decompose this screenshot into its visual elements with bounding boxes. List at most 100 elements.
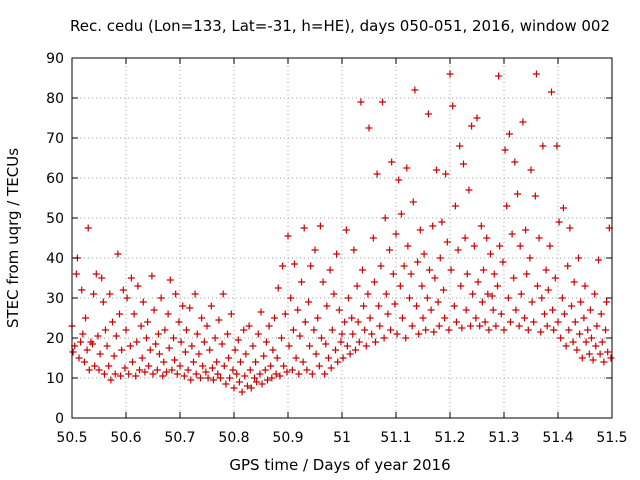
- data-point: [442, 170, 450, 178]
- data-point: [458, 324, 466, 332]
- data-point: [306, 342, 314, 350]
- data-point: [430, 328, 438, 336]
- data-point: [330, 290, 338, 298]
- y-tick-label: 60: [46, 171, 64, 187]
- data-point: [549, 306, 557, 314]
- data-point: [176, 362, 184, 370]
- data-point: [230, 384, 238, 392]
- data-point: [289, 326, 297, 334]
- data-point: [570, 278, 578, 286]
- data-point: [301, 318, 309, 326]
- data-point: [177, 338, 185, 346]
- data-point: [379, 98, 386, 106]
- data-point: [323, 302, 331, 310]
- data-point: [499, 258, 507, 266]
- y-tick-label: 90: [46, 51, 64, 67]
- data-point: [141, 368, 149, 376]
- data-point: [346, 350, 354, 358]
- data-point: [576, 330, 584, 338]
- data-point: [321, 370, 329, 378]
- data-point: [352, 346, 359, 354]
- data-point: [554, 318, 562, 326]
- data-point: [575, 254, 583, 262]
- data-point: [551, 274, 559, 282]
- data-point: [362, 342, 370, 350]
- data-point: [532, 70, 540, 78]
- data-point: [434, 298, 442, 306]
- data-point: [95, 366, 103, 374]
- data-point: [521, 314, 529, 322]
- data-point: [90, 290, 98, 298]
- data-point: [170, 334, 178, 342]
- data-point: [99, 298, 107, 306]
- y-tick-label: 20: [46, 331, 64, 347]
- data-point: [560, 310, 568, 318]
- data-point: [600, 358, 608, 366]
- data-point: [450, 302, 458, 310]
- data-point: [369, 234, 377, 242]
- data-point: [209, 376, 217, 384]
- data-point: [348, 314, 356, 322]
- data-point: [94, 332, 102, 340]
- data-point: [454, 246, 462, 254]
- data-point: [490, 270, 498, 278]
- data-point: [511, 158, 519, 166]
- data-point: [193, 330, 201, 338]
- data-point: [163, 368, 170, 376]
- data-point: [231, 346, 239, 354]
- data-point: [258, 380, 266, 388]
- data-point: [375, 302, 383, 310]
- y-tick-label: 50: [46, 211, 64, 227]
- data-point: [382, 290, 390, 298]
- data-point: [406, 294, 413, 302]
- data-point: [571, 318, 579, 326]
- data-point: [337, 338, 345, 346]
- data-point: [544, 286, 552, 294]
- data-point: [222, 380, 230, 388]
- data-point: [581, 282, 589, 290]
- data-point: [130, 310, 138, 318]
- data-point: [597, 310, 605, 318]
- data-point: [435, 322, 443, 330]
- data-point: [127, 274, 135, 282]
- data-point: [538, 294, 546, 302]
- data-point: [272, 370, 280, 378]
- data-point: [339, 354, 347, 362]
- data-point: [376, 322, 384, 330]
- data-point: [365, 124, 373, 132]
- data-point: [395, 176, 403, 184]
- data-point: [101, 326, 109, 334]
- data-point: [537, 328, 545, 336]
- data-point: [143, 334, 151, 342]
- data-point: [497, 310, 505, 318]
- data-point: [179, 302, 187, 310]
- data-point: [380, 334, 388, 342]
- x-tick-label: 51.1: [380, 430, 411, 446]
- data-point: [146, 346, 154, 354]
- data-point: [414, 258, 422, 266]
- data-point: [559, 204, 567, 212]
- x-tick-label: 50.6: [110, 430, 141, 446]
- data-point: [300, 224, 308, 232]
- data-point: [203, 322, 211, 330]
- data-point: [396, 282, 404, 290]
- data-point: [341, 318, 349, 326]
- data-point: [168, 366, 176, 374]
- data-point: [479, 266, 487, 274]
- data-point: [592, 342, 600, 350]
- data-point: [220, 362, 228, 370]
- data-point: [531, 192, 539, 200]
- data-point: [371, 338, 379, 346]
- data-point: [96, 350, 104, 358]
- data-point: [290, 260, 298, 268]
- data-point: [470, 242, 478, 250]
- data-point: [381, 214, 389, 222]
- data-point: [82, 314, 89, 322]
- data-point: [596, 350, 604, 358]
- data-point: [219, 290, 227, 298]
- data-point: [126, 342, 134, 350]
- data-point: [462, 306, 470, 314]
- data-point: [415, 330, 423, 338]
- data-point: [510, 274, 518, 282]
- data-point: [403, 164, 411, 172]
